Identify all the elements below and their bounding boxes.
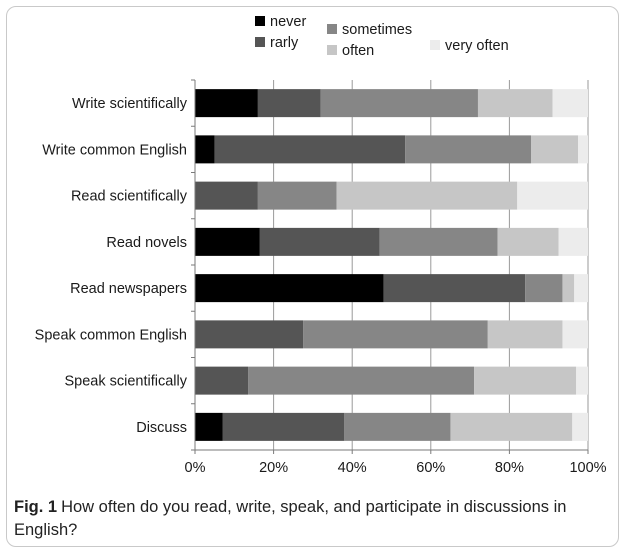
x-tick-label: 100%	[569, 460, 606, 476]
bar-segment	[552, 89, 588, 118]
bar-segment	[525, 274, 563, 303]
category-label: Read newspapers	[70, 281, 187, 297]
bar-segment	[450, 412, 573, 441]
legend-label: often	[342, 43, 374, 59]
category-label: Discuss	[136, 420, 187, 436]
bar-segment	[572, 412, 588, 441]
bar-segment	[383, 274, 526, 303]
bar-segment	[576, 366, 588, 395]
axes: Write scientifically Write common English…	[35, 79, 607, 476]
bar-segment	[257, 89, 321, 118]
bar-segment	[257, 181, 337, 210]
bar-segment	[303, 320, 488, 349]
bar-segment	[531, 135, 579, 164]
bar-segment	[477, 89, 553, 118]
legend-swatch	[255, 37, 265, 47]
bar-segment	[195, 135, 215, 164]
bar-segment	[336, 181, 518, 210]
category-label: Read novels	[106, 235, 187, 251]
bar-segment	[195, 181, 258, 210]
bars	[195, 89, 588, 441]
legend: never rarly sometimes often very often	[255, 14, 509, 59]
bar-segment	[562, 274, 575, 303]
caption-label: Fig. 1	[14, 498, 58, 516]
legend-label: sometimes	[342, 22, 412, 38]
figure-caption: Fig. 1 How often do you read, write, spea…	[14, 496, 612, 542]
caption-text: How often do you read, write, speak, and…	[14, 498, 567, 539]
legend-label: never	[270, 14, 306, 30]
bar-segment	[578, 135, 588, 164]
legend-swatch	[255, 16, 265, 26]
bar-segment	[344, 412, 451, 441]
bar-segment	[487, 320, 563, 349]
bar-segment	[517, 181, 588, 210]
bar-segment	[214, 135, 406, 164]
category-label: Speak common English	[35, 327, 187, 343]
bar-segment	[248, 366, 475, 395]
bar-segment	[497, 227, 559, 256]
bar-segment	[195, 320, 304, 349]
bar-segment	[405, 135, 532, 164]
x-tick-label: 40%	[338, 460, 367, 476]
bar-segment	[474, 366, 577, 395]
category-label: Write scientifically	[72, 96, 188, 112]
category-label: Write common English	[42, 142, 187, 158]
legend-swatch	[327, 24, 337, 34]
bar-segment	[558, 227, 588, 256]
bar-segment	[195, 227, 260, 256]
category-label: Read scientifically	[71, 189, 188, 205]
bar-segment	[320, 89, 478, 118]
legend-swatch	[430, 40, 440, 50]
bar-segment	[195, 274, 384, 303]
legend-label: rarly	[270, 35, 299, 51]
bar-segment	[562, 320, 588, 349]
category-label: Speak scientifically	[65, 374, 188, 390]
bar-segment	[195, 366, 249, 395]
x-tick-label: 20%	[259, 460, 288, 476]
bar-segment	[379, 227, 498, 256]
legend-swatch	[327, 45, 337, 55]
bar-segment	[574, 274, 588, 303]
bar-segment	[195, 412, 223, 441]
bar-segment	[222, 412, 345, 441]
bar-segment	[195, 89, 258, 118]
x-tick-label: 60%	[416, 460, 445, 476]
legend-label: very often	[445, 38, 509, 54]
x-tick-label: 0%	[185, 460, 206, 476]
bar-segment	[259, 227, 380, 256]
x-tick-label: 80%	[495, 460, 524, 476]
